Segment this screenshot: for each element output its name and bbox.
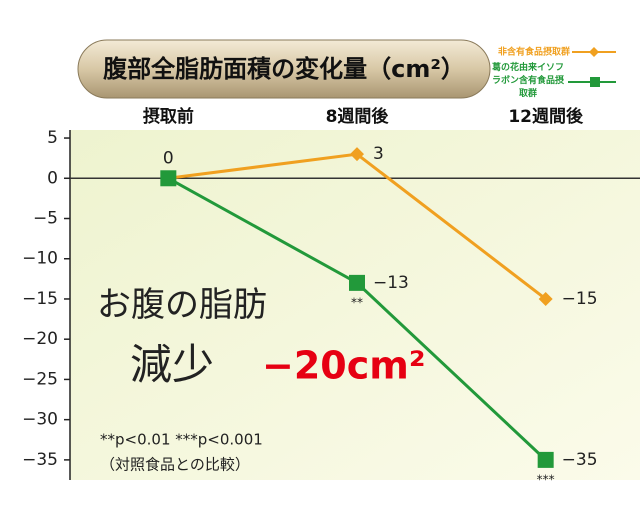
x-tick-label: 摂取前	[143, 106, 194, 127]
note: （対照食品との比較）	[100, 456, 250, 474]
significance: ***	[537, 472, 555, 486]
data-label: −15	[562, 289, 598, 309]
legend-marker	[590, 77, 600, 87]
data-label: −13	[373, 273, 409, 293]
point	[349, 274, 365, 291]
data-label: −35	[562, 450, 598, 470]
data-label: 0	[163, 148, 174, 168]
y-tick-label: −30	[22, 410, 58, 430]
y-tick-label: −35	[22, 450, 58, 470]
x-tick-label: 8週間後	[326, 106, 390, 127]
point	[350, 147, 364, 162]
point	[538, 291, 553, 306]
chart-title: 腹部全脂肪面積の変化量（cm²）	[103, 55, 465, 83]
headline-value: −20cm²	[262, 344, 426, 388]
y-tick-label: −20	[22, 329, 58, 349]
y-tick-label: −5	[33, 209, 58, 229]
headline: お腹の脂肪	[97, 285, 267, 325]
x-tick-label: 12週間後	[508, 106, 584, 127]
point	[160, 170, 177, 187]
y-tick-label: −25	[22, 369, 58, 389]
point	[537, 451, 554, 468]
y-tick-label: 0	[47, 168, 58, 188]
headline: 減少	[130, 340, 214, 389]
significance: **	[351, 295, 363, 309]
title-pill	[77, 39, 491, 99]
data-label: 3	[373, 144, 384, 164]
y-tick-label: −10	[22, 249, 58, 269]
legend-label: 葛の花由来イソフラボン含有食品摂取群	[492, 63, 565, 99]
note: **p<0.01 ***p<0.001	[100, 431, 263, 449]
y-tick-label: −15	[22, 289, 58, 309]
legend-label: 非含有食品摂取群	[498, 46, 570, 58]
y-tick-label: 5	[47, 128, 58, 148]
legend-marker	[589, 47, 599, 57]
